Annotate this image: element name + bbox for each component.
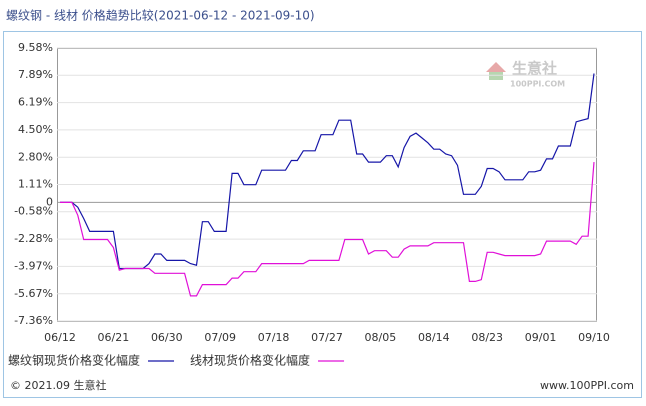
watermark-name: 生意社 (512, 60, 557, 78)
y-tick-label: -5.67% (14, 287, 53, 300)
y-tick-label: 1.11% (18, 178, 53, 191)
footer-site: www.100PPI.com (540, 379, 634, 392)
watermark: 生意社 100PPI.COM (486, 60, 565, 89)
y-tick-label: -7.36% (14, 314, 53, 327)
x-tick-label: 08/23 (471, 331, 503, 344)
x-tick-label: 07/09 (204, 331, 236, 344)
y-tick-label: 6.19% (18, 96, 53, 109)
legend-label: 线材现货价格变化幅度 (190, 353, 310, 368)
watermark-icon (489, 72, 503, 80)
x-tick-label: 08/05 (365, 331, 397, 344)
frame (3, 31, 642, 398)
series-line (60, 73, 595, 270)
y-tick-label: -0.58% (14, 205, 53, 218)
x-tick-label: 09/10 (578, 331, 610, 344)
legend-label: 螺纹钢现货价格变化幅度 (8, 353, 140, 368)
x-tick-label: 06/30 (151, 331, 183, 344)
y-tick-label: 2.80% (18, 150, 53, 163)
y-tick-label: 0 (46, 195, 53, 208)
x-tick-label: 09/01 (525, 331, 557, 344)
x-tick-label: 07/27 (311, 331, 343, 344)
y-tick-label: 9.58% (18, 41, 53, 54)
y-tick-label: -2.28% (14, 232, 53, 245)
x-tick-label: 06/21 (98, 331, 130, 344)
x-tick-label: 08/14 (418, 331, 450, 344)
footer-copyright: © 2021.09 生意社 (10, 378, 106, 392)
y-tick-label: 4.50% (18, 123, 53, 136)
x-tick-label: 07/18 (258, 331, 290, 344)
x-tick-label: 06/12 (44, 331, 76, 344)
chart-title: 螺纹钢 - 线材 价格趋势比较(2021-06-12 - 2021-09-10) (6, 8, 315, 23)
watermark-site: 100PPI.COM (510, 80, 565, 89)
series-line (60, 162, 595, 297)
y-tick-label: 7.89% (18, 68, 53, 81)
y-tick-label: -3.97% (14, 259, 53, 272)
watermark-icon (486, 62, 506, 72)
